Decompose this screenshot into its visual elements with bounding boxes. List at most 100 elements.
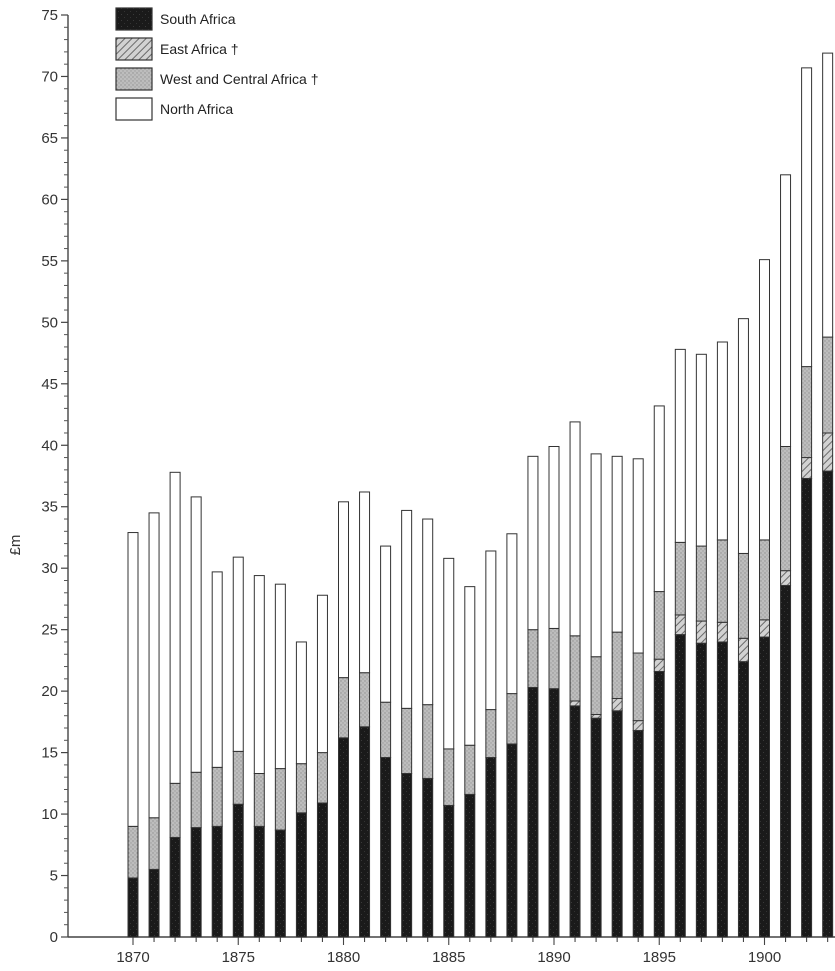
bar-segment	[801, 477, 813, 938]
bar-segment	[295, 812, 307, 938]
legend-swatch	[115, 97, 153, 121]
bar-segment	[359, 726, 371, 938]
bars	[127, 52, 834, 938]
bar-segment	[548, 627, 560, 690]
bar-segment	[801, 457, 813, 479]
bar-segment	[737, 661, 749, 938]
y-tick-label: 70	[41, 68, 58, 85]
bar-segment	[590, 453, 602, 658]
bar-segment	[822, 432, 834, 472]
bar-segment	[759, 619, 770, 638]
bar-segment	[316, 594, 328, 754]
x-tick-label: 1900	[748, 949, 781, 966]
bar-segment	[822, 336, 834, 434]
bar-segment	[527, 455, 539, 631]
y-tick-label: 60	[41, 191, 58, 208]
bar-segment	[401, 509, 413, 709]
bar-segment	[674, 348, 686, 543]
bar-segment	[653, 658, 665, 672]
y-tick-label: 35	[41, 499, 58, 516]
bar-segment	[611, 698, 623, 712]
bar-segment	[632, 458, 644, 654]
x-tick-label: 1870	[116, 949, 149, 966]
bar-segment	[274, 583, 286, 770]
bar-segment	[316, 752, 328, 804]
y-tick-label: 75	[41, 7, 58, 24]
y-tick-label: 50	[41, 314, 58, 331]
bar-segment	[127, 877, 139, 938]
bar-segment	[716, 539, 728, 623]
y-tick-label: 65	[41, 130, 58, 147]
bar-segment	[422, 704, 434, 779]
bar-segment	[695, 545, 707, 622]
bar-segment	[716, 341, 728, 541]
bar-segment	[148, 868, 160, 938]
bar-segment	[443, 557, 455, 750]
bar-segment	[548, 688, 560, 938]
bar-segment	[443, 804, 455, 938]
bar-segment	[759, 259, 770, 541]
bar-segment	[653, 405, 665, 593]
x-tick-label: 1895	[643, 949, 676, 966]
bar-segment	[737, 318, 749, 554]
bar-segment	[380, 701, 392, 759]
bar-segment	[527, 629, 539, 688]
bar-segment	[569, 635, 581, 702]
bar-segment	[590, 717, 602, 938]
y-tick-label: 0	[50, 929, 58, 946]
bar-segment	[674, 541, 686, 616]
bar-segment	[211, 766, 223, 827]
bar-segment	[464, 744, 476, 795]
bar-segment	[338, 501, 349, 679]
y-tick-label: 5	[50, 868, 58, 885]
bar-segment	[632, 720, 644, 731]
legend-label: North Africa	[160, 101, 233, 117]
bar-segment	[295, 641, 307, 765]
bar-segment	[380, 545, 392, 703]
bar-segment	[485, 550, 497, 711]
bar-segment	[653, 591, 665, 660]
bar-segment	[695, 642, 707, 938]
y-tick-label: 20	[41, 683, 58, 700]
bar-segment	[674, 634, 686, 938]
axes: 0 5 10 15 20 25 30 35 40 45 50 55 60 65 70 75 1870 1875 18…	[41, 7, 835, 966]
legend-swatch	[115, 37, 153, 61]
bar-segment	[253, 825, 265, 938]
bar-segment	[169, 836, 181, 938]
bar-segment	[232, 750, 244, 805]
bar-segment	[737, 552, 749, 639]
bar-segment	[780, 584, 792, 938]
x-tick-label: 1880	[327, 949, 360, 966]
bar-segment	[822, 52, 834, 338]
y-axis-title: £m	[7, 535, 24, 556]
bar-segment	[611, 710, 623, 938]
bar-segment	[780, 445, 792, 572]
bar-segment	[148, 512, 160, 819]
bar-segment	[295, 763, 307, 814]
bar-segment	[716, 621, 728, 643]
bar-segment	[464, 586, 476, 746]
bar-segment	[485, 757, 497, 938]
bar-segment	[148, 817, 160, 870]
legend-label: East Africa †	[160, 41, 239, 57]
bar-segment	[211, 571, 223, 768]
bar-segment	[632, 652, 644, 722]
bar-segment	[759, 539, 770, 621]
y-tick-label: 25	[41, 622, 58, 639]
legend: South Africa East Africa † West and Centra…	[115, 7, 318, 121]
bar-segment	[759, 636, 770, 938]
bar-segment	[822, 470, 834, 938]
x-tick-label: 1890	[537, 949, 570, 966]
bar-segment	[695, 620, 707, 644]
bar-segment	[190, 827, 202, 938]
bar-segment	[737, 637, 749, 663]
bar-segment	[506, 533, 518, 695]
bar-segment	[674, 614, 686, 636]
bar-segment	[653, 670, 665, 938]
bar-segment	[359, 491, 371, 674]
bar-segment	[316, 802, 328, 938]
x-tick-label: 1885	[432, 949, 465, 966]
bar-segment	[274, 829, 286, 938]
bar-segment	[716, 641, 728, 938]
